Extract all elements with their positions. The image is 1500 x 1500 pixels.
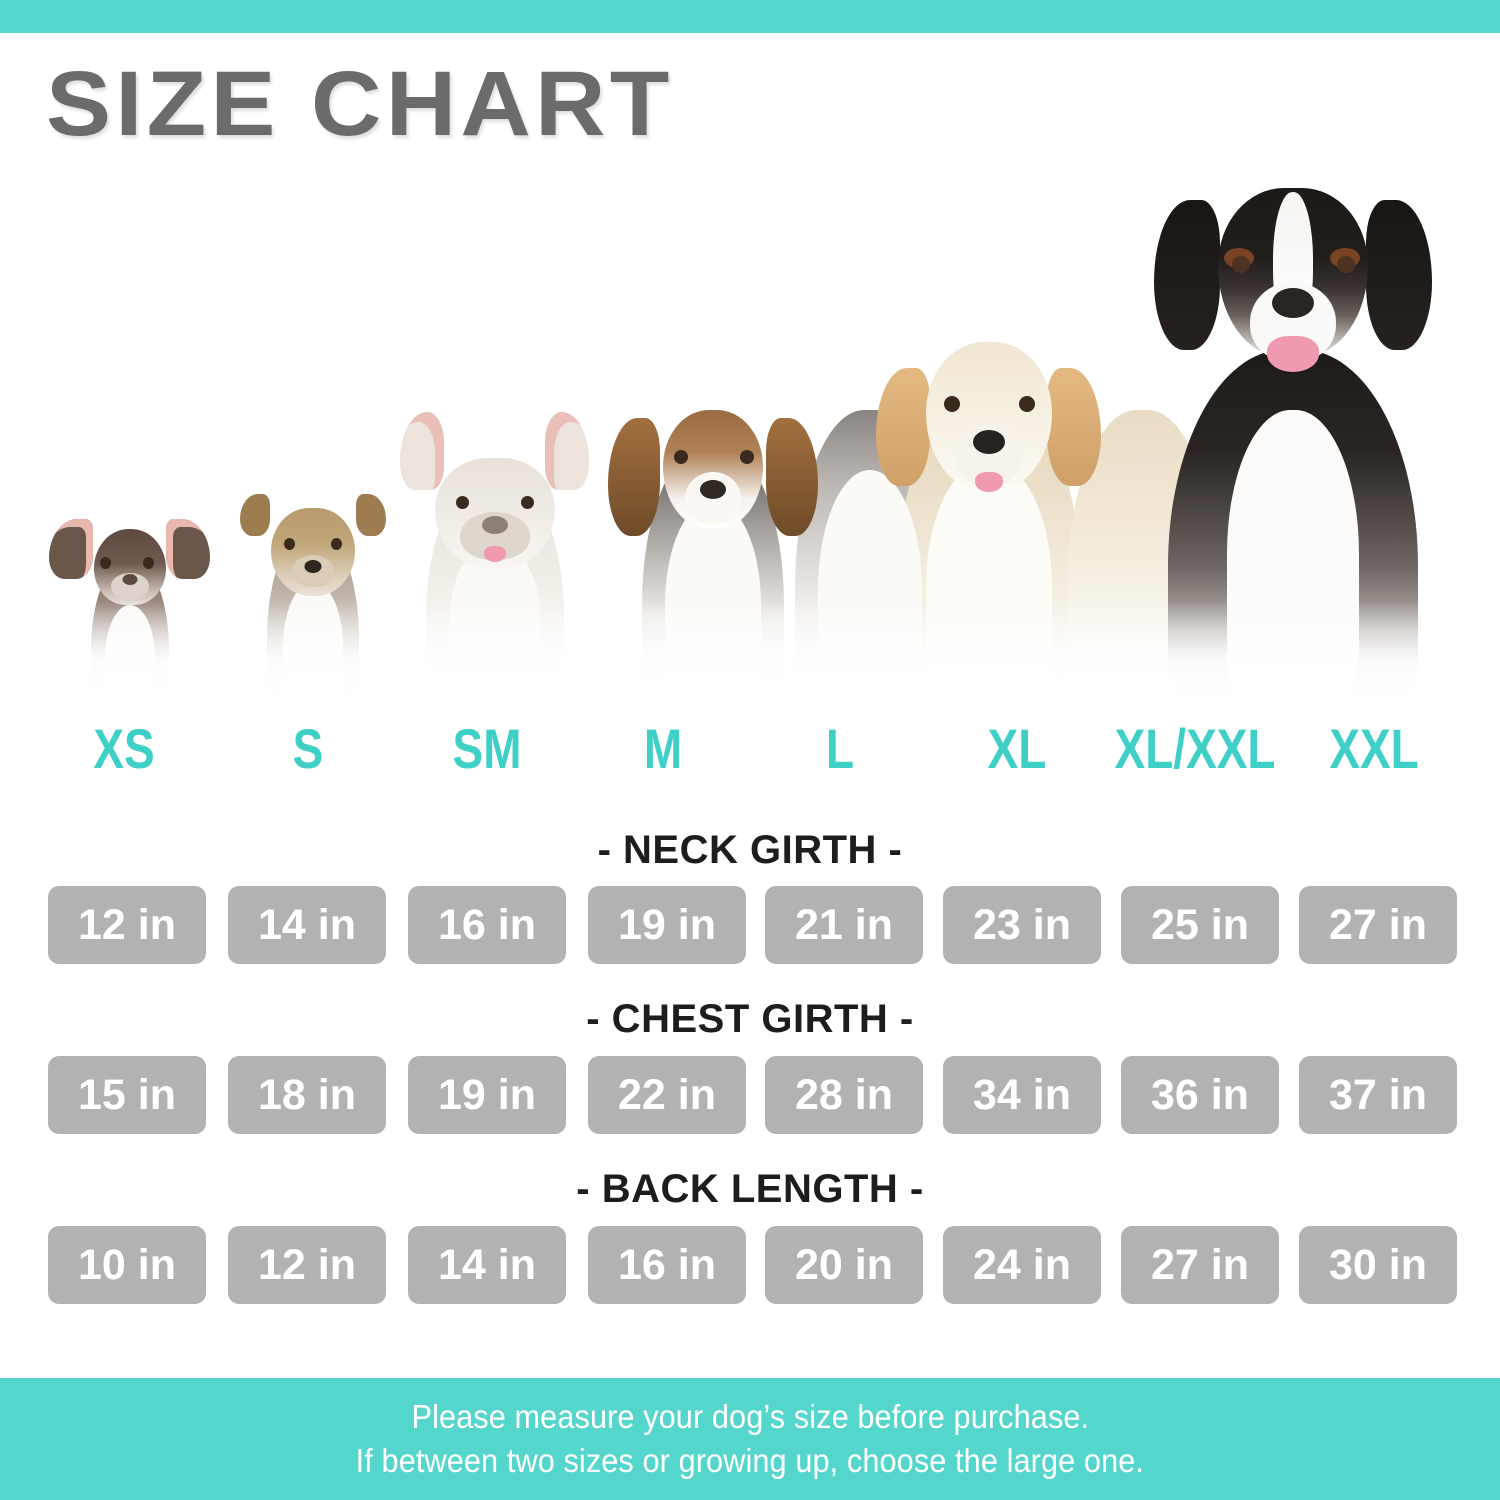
section-title-chest-girth: - CHEST GIRTH -: [586, 997, 914, 1041]
dog-ear-left: [240, 494, 270, 536]
page-title: SIZE CHART: [46, 53, 674, 155]
value-box-chest-xs: 15 in: [48, 1056, 206, 1134]
dog-nose: [304, 560, 322, 573]
value-box-back-sm: 14 in: [408, 1226, 566, 1304]
dog-ear-left: [1154, 200, 1220, 350]
value-row-neck-girth: 12 in 14 in 16 in 19 in 21 in 23 in 25 i…: [0, 886, 1500, 964]
dog-band-fade: [0, 600, 1500, 710]
value-box-neck-xlxxl: 25 in: [1121, 886, 1279, 964]
dog-eye-right: [1337, 256, 1355, 273]
size-label-xl: XL: [987, 717, 1047, 780]
section-title-neck-girth: - NECK GIRTH -: [597, 828, 903, 872]
dog-tongue: [483, 546, 506, 562]
dog-ear-right: [766, 418, 818, 536]
value-box-chest-l: 28 in: [765, 1056, 923, 1134]
dog-nose: [481, 516, 508, 534]
value-box-neck-l: 21 in: [765, 886, 923, 964]
value-box-back-l: 20 in: [765, 1226, 923, 1304]
dog-ear-right: [1047, 368, 1101, 486]
dog-eye-left: [284, 538, 295, 550]
dog-nose: [972, 430, 1005, 454]
value-box-neck-s: 14 in: [228, 886, 386, 964]
value-box-back-xlxxl: 27 in: [1121, 1226, 1279, 1304]
value-box-chest-xl: 34 in: [943, 1056, 1101, 1134]
footer-banner: Please measure your dog’s size before pu…: [0, 1378, 1500, 1500]
section-title-back-length: - BACK LENGTH -: [576, 1167, 924, 1211]
size-label-xs: XS: [93, 717, 155, 780]
dog-tongue: [974, 472, 1003, 492]
dog-nose: [1272, 288, 1314, 318]
value-box-back-xl: 24 in: [943, 1226, 1101, 1304]
dog-eye-left: [674, 450, 688, 464]
value-box-neck-xl: 23 in: [943, 886, 1101, 964]
size-label-row: XS S SM M L XL XL/XXL XXL: [0, 716, 1500, 782]
size-label-s: S: [292, 717, 324, 780]
dog-illustration-band: [0, 150, 1500, 710]
value-box-neck-xs: 12 in: [48, 886, 206, 964]
size-label-xlxxl: XL/XXL: [1114, 717, 1276, 780]
value-box-back-xs: 10 in: [48, 1226, 206, 1304]
dog-eye-right: [1019, 396, 1035, 412]
dog-eye-right: [143, 557, 154, 569]
footer-line-1: Please measure your dog’s size before pu…: [411, 1398, 1089, 1436]
value-box-back-s: 12 in: [228, 1226, 386, 1304]
value-box-chest-s: 18 in: [228, 1056, 386, 1134]
size-label-l: L: [825, 717, 855, 780]
value-box-neck-sm: 16 in: [408, 886, 566, 964]
top-teal-banner: [0, 0, 1500, 33]
dog-ear-left: [49, 519, 93, 579]
dog-nose: [700, 480, 726, 499]
size-label-xxl: XXL: [1329, 717, 1419, 780]
size-label-sm: SM: [452, 717, 522, 780]
value-box-chest-xxl: 37 in: [1299, 1056, 1457, 1134]
value-row-back-length: 10 in 12 in 14 in 16 in 20 in 24 in 27 i…: [0, 1226, 1500, 1304]
dog-eye-left: [100, 557, 111, 569]
dog-nose: [122, 574, 137, 585]
dog-eye-left: [944, 396, 960, 412]
dog-eye-right: [740, 450, 754, 464]
value-box-chest-m: 22 in: [588, 1056, 746, 1134]
size-label-m: M: [643, 717, 683, 780]
value-box-neck-m: 19 in: [588, 886, 746, 964]
footer-line-2: If between two sizes or growing up, choo…: [355, 1442, 1145, 1479]
value-box-back-xxl: 30 in: [1299, 1226, 1457, 1304]
dog-ear-right: [545, 412, 589, 490]
value-box-back-m: 16 in: [588, 1226, 746, 1304]
value-box-chest-xlxxl: 36 in: [1121, 1056, 1279, 1134]
dog-ear-right: [1366, 200, 1432, 350]
dog-ear-left: [608, 418, 660, 536]
dog-eye-left: [456, 496, 469, 509]
dog-ear-right: [166, 519, 210, 579]
value-box-chest-sm: 19 in: [408, 1056, 566, 1134]
dog-eye-right: [331, 538, 342, 550]
dog-ear-right: [356, 494, 386, 536]
dog-ear-left: [400, 412, 444, 490]
dog-ear-left: [876, 368, 930, 486]
dog-eye-left: [1232, 256, 1250, 273]
dog-eye-right: [521, 496, 534, 509]
value-row-chest-girth: 15 in 18 in 19 in 22 in 28 in 34 in 36 i…: [0, 1056, 1500, 1134]
value-box-neck-xxl: 27 in: [1299, 886, 1457, 964]
dog-tongue: [1267, 336, 1319, 372]
